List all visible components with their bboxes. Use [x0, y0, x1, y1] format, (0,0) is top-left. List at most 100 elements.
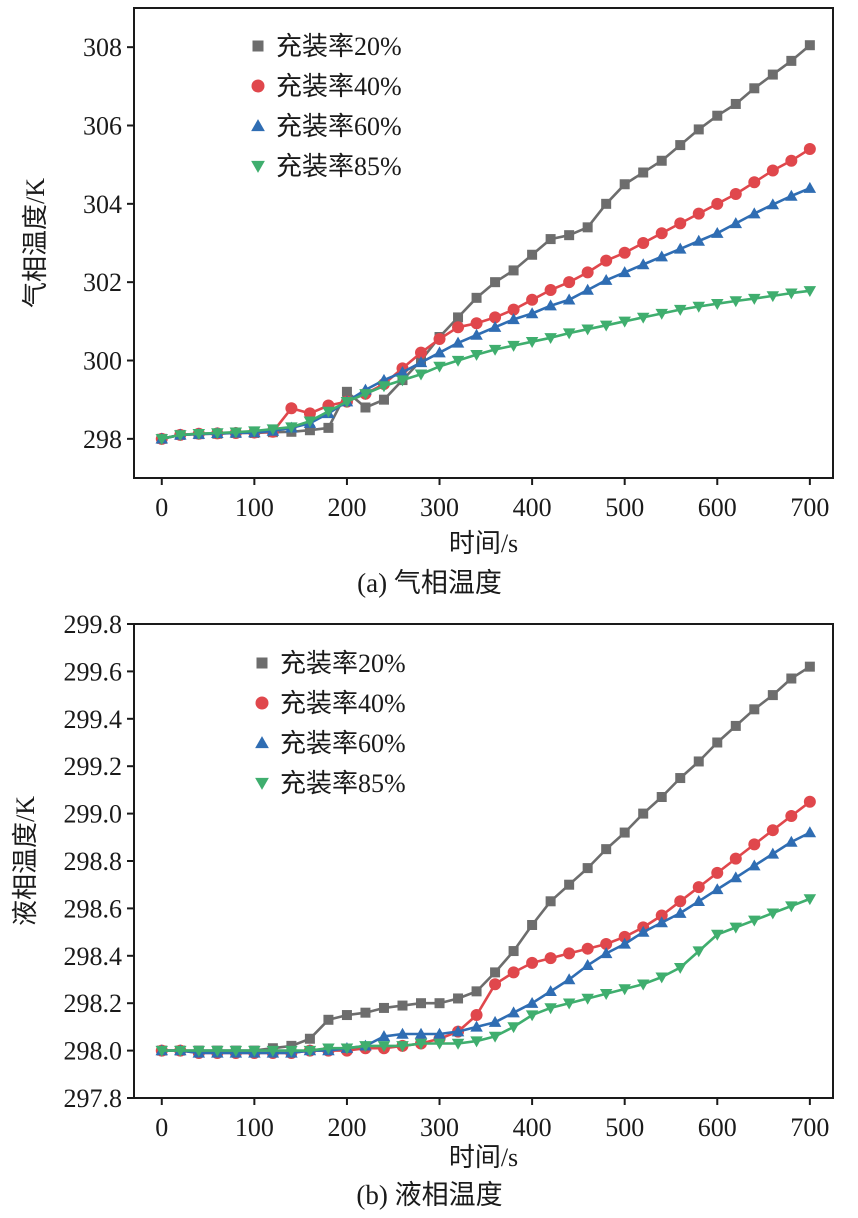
data-point: [803, 826, 817, 838]
data-point: [673, 962, 687, 974]
data-point: [601, 844, 612, 855]
data-point: [507, 313, 520, 325]
data-point: [748, 838, 761, 851]
data-point: [767, 69, 778, 80]
data-point: [693, 756, 704, 767]
y-tick-label: 298.6: [64, 894, 123, 923]
data-point: [564, 230, 575, 241]
data-point: [562, 973, 576, 985]
data-point: [618, 316, 631, 328]
data-point: [526, 293, 539, 306]
x-tick-label: 700: [790, 493, 829, 522]
data-point: [507, 1022, 520, 1034]
data-point: [729, 217, 743, 229]
data-point: [303, 1045, 317, 1057]
series-1: [156, 40, 815, 444]
data-point: [544, 952, 557, 965]
data-point: [285, 402, 298, 415]
data-point: [451, 1025, 465, 1037]
data-point: [470, 1020, 483, 1032]
x-tick-label: 100: [235, 1113, 274, 1142]
series-line: [161, 665, 811, 1052]
data-point: [785, 809, 798, 822]
data-point: [766, 908, 780, 920]
data-point: [766, 847, 780, 859]
data-point: [266, 424, 280, 436]
data-point: [470, 328, 483, 340]
data-point: [692, 895, 706, 906]
data-point: [378, 1002, 389, 1013]
data-point: [804, 40, 815, 51]
y-axis-label: 液相温度/K: [11, 796, 40, 926]
x-tick-label: 300: [420, 493, 459, 522]
data-point: [803, 181, 817, 193]
data-point: [433, 332, 446, 345]
data-point: [655, 909, 668, 922]
data-point: [433, 1027, 446, 1039]
y-tick-label: 300: [83, 347, 122, 376]
data-point: [601, 198, 612, 209]
data-point: [341, 386, 352, 397]
data-point: [711, 299, 724, 310]
data-point: [322, 406, 335, 418]
data-point: [636, 312, 650, 324]
data-point: [434, 998, 445, 1009]
legend-label: 充装率20%: [276, 32, 402, 61]
data-point: [471, 986, 482, 997]
data-point: [786, 55, 797, 66]
data-point: [525, 337, 539, 348]
legend-label: 充装率85%: [276, 152, 402, 181]
legend-label: 充装率60%: [280, 729, 406, 758]
data-point: [803, 143, 816, 155]
data-point: [581, 266, 594, 279]
data-point: [488, 344, 502, 356]
data-point: [360, 1007, 371, 1018]
data-point: [636, 258, 650, 270]
data-point: [544, 284, 557, 296]
series-line: [161, 44, 811, 441]
data-point: [452, 321, 465, 334]
data-point: [211, 428, 224, 440]
data-point: [748, 859, 761, 871]
series-line: [161, 187, 811, 441]
data-point: [451, 355, 465, 367]
series-line: [161, 800, 811, 1055]
data-point: [174, 1045, 187, 1057]
data-point: [377, 1030, 391, 1042]
data-point: [322, 1043, 335, 1055]
data-point: [563, 947, 576, 960]
data-point: [786, 673, 797, 684]
data-point: [396, 366, 409, 377]
data-point: [562, 293, 576, 305]
data-point: [599, 273, 613, 285]
x-tick-label: 500: [605, 1113, 644, 1142]
legend-marker: [251, 79, 265, 93]
data-point: [785, 835, 798, 847]
data-point: [359, 389, 372, 401]
y-tick-label: 299.8: [64, 610, 123, 639]
data-point: [748, 176, 761, 189]
series-line: [161, 831, 811, 1055]
legend-marker: [256, 657, 268, 669]
data-point: [581, 283, 594, 295]
data-point: [693, 124, 704, 135]
data-point: [544, 1003, 557, 1015]
data-point: [174, 430, 187, 442]
data-point: [712, 737, 723, 748]
data-point: [729, 296, 743, 308]
data-point: [525, 996, 539, 1008]
legend: 充装率20% 充装率40% 充装率60% 充装率85%: [255, 649, 406, 798]
data-point: [453, 993, 464, 1004]
data-point: [378, 394, 389, 405]
data-point: [730, 98, 741, 109]
series-line: [161, 147, 811, 441]
x-tick-label: 300: [420, 1113, 459, 1142]
data-point: [414, 1027, 428, 1039]
y-axis-label: 气相温度/K: [21, 178, 50, 308]
data-point: [618, 937, 631, 949]
legend-label: 充装率40%: [280, 689, 406, 718]
data-point: [285, 422, 298, 434]
data-point: [545, 234, 556, 245]
data-point: [729, 188, 742, 201]
